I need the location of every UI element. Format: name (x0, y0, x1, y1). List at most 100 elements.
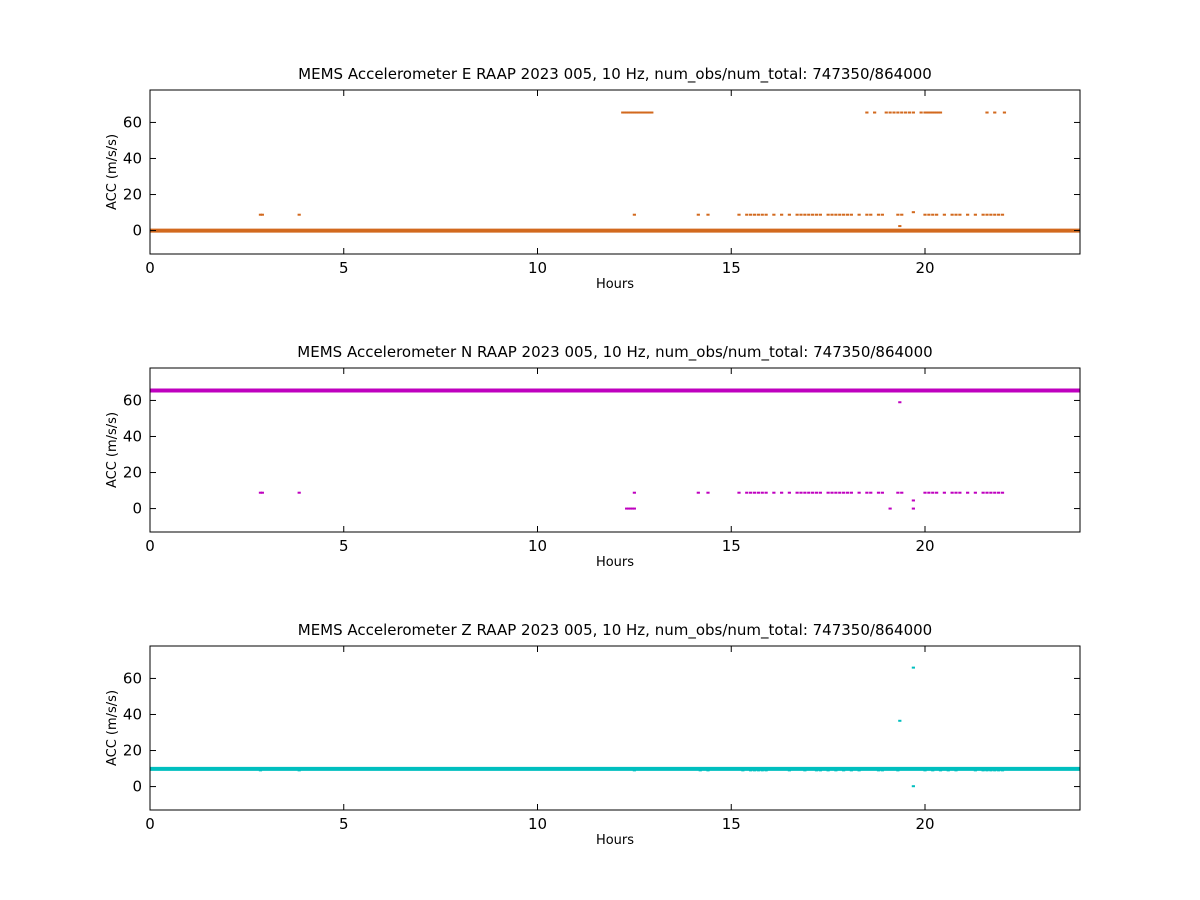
data-point (818, 213, 822, 216)
data-point (745, 491, 749, 494)
data-point (749, 769, 753, 772)
data-point (966, 213, 970, 216)
data-point (749, 213, 753, 216)
data-point (993, 491, 997, 494)
data-point (752, 769, 757, 772)
data-point (772, 491, 776, 494)
data-point (876, 491, 881, 494)
data-point (923, 213, 927, 216)
data-point (931, 111, 935, 114)
x-tick-label: 0 (145, 815, 155, 833)
data-point (807, 213, 811, 216)
data-point (632, 491, 636, 494)
data-point (981, 213, 985, 216)
x-tick-label: 5 (339, 815, 349, 833)
data-point (814, 213, 819, 216)
data-point (795, 491, 799, 494)
x-tick-label: 5 (339, 259, 349, 277)
x-tick-label: 0 (145, 259, 155, 277)
data-point (865, 213, 869, 216)
plot-area-frame (149, 89, 1081, 255)
data-point (737, 491, 741, 494)
data-point (258, 769, 263, 772)
data-point (857, 213, 861, 216)
data-point (896, 769, 900, 772)
data-point (873, 111, 877, 114)
data-point (749, 491, 753, 494)
data-point (834, 769, 838, 772)
data-point (985, 213, 989, 216)
data-point (938, 769, 943, 772)
x-tick-label: 20 (915, 815, 934, 833)
data-point (764, 213, 768, 216)
data-point (900, 111, 904, 114)
data-point (1000, 213, 1005, 216)
data-point (625, 507, 629, 510)
data-point (842, 213, 846, 216)
data-point (935, 213, 939, 216)
data-point (907, 111, 912, 114)
data-point (626, 507, 631, 510)
data-point (997, 213, 1001, 216)
data-point (927, 491, 931, 494)
data-point (297, 769, 301, 772)
data-point (630, 111, 635, 114)
data-point (297, 213, 301, 216)
data-point (297, 491, 301, 494)
x-tick-label: 20 (915, 537, 934, 555)
data-point (258, 491, 263, 494)
data-point (896, 213, 900, 216)
data-point (838, 491, 842, 494)
data-point (698, 769, 702, 772)
data-point (997, 491, 1001, 494)
data-point (838, 213, 842, 216)
chart-title: MEMS Accelerometer E RAAP 2023 005, 10 H… (298, 65, 932, 84)
data-point (638, 111, 642, 114)
y-tick-label: 20 (123, 186, 142, 204)
y-axis-label: ACC (m/s/s) (105, 134, 120, 210)
x-tick-label: 10 (528, 815, 547, 833)
data-point (787, 769, 791, 772)
x-tick-label: 15 (722, 537, 741, 555)
x-axis-label: Hours (596, 833, 634, 848)
y-tick-label: 60 (123, 391, 142, 409)
data-point (869, 491, 873, 494)
data-point (938, 111, 943, 114)
data-point (760, 213, 764, 216)
data-point (954, 769, 958, 772)
y-tick-label: 40 (123, 149, 142, 167)
data-point (636, 111, 640, 114)
data-point (942, 491, 946, 494)
data-point (973, 769, 977, 772)
y-tick-label: 40 (123, 427, 142, 445)
data-point (772, 213, 776, 216)
data-point (865, 491, 869, 494)
data-point (1002, 111, 1007, 114)
data-point (760, 769, 764, 772)
data-point (260, 491, 264, 494)
data-point (648, 111, 652, 114)
chart-title: MEMS Accelerometer Z RAAP 2023 005, 10 H… (298, 621, 932, 640)
data-point (958, 491, 962, 494)
x-axis-label: Hours (596, 277, 634, 292)
y-axis-label: ACC (m/s/s) (105, 412, 120, 488)
x-tick-label: 5 (339, 537, 349, 555)
chart-panel-2: 0 5 10 15 20 0 20 40 60 MEMS Accelerometer Z RAAP… (105, 621, 1081, 848)
data-point (911, 507, 915, 510)
data-point (888, 111, 892, 114)
data-point (625, 111, 629, 114)
data-point (764, 491, 768, 494)
chart-title: MEMS Accelerometer N RAAP 2023 005, 10 H… (297, 343, 932, 362)
data-point (929, 111, 933, 114)
data-point (927, 213, 931, 216)
data-point (900, 213, 904, 216)
data-point (803, 769, 807, 772)
data-point (260, 213, 264, 216)
data-point (911, 111, 915, 114)
data-point (857, 491, 861, 494)
data-point (626, 111, 631, 114)
data-point (632, 769, 636, 772)
data-point (787, 213, 791, 216)
data-point (950, 213, 954, 216)
